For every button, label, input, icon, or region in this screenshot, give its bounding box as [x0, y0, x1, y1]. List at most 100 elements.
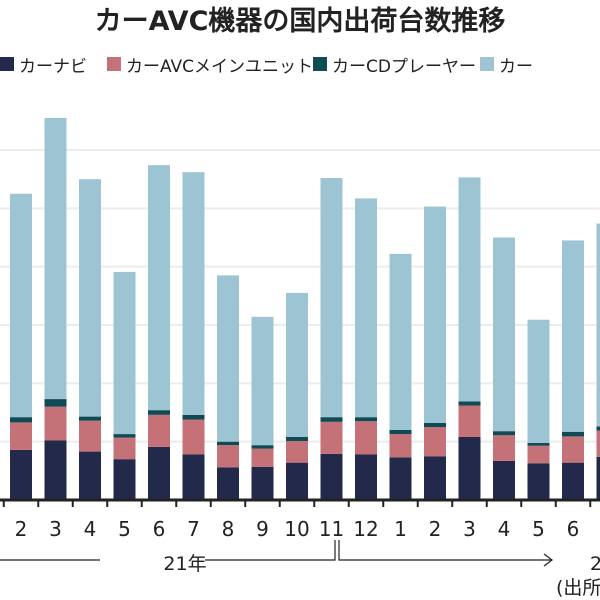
arrow-head	[543, 553, 553, 567]
bar-segment-4	[251, 316, 274, 446]
bar-segment-2	[596, 430, 600, 457]
bar-segment-4	[113, 271, 136, 435]
x-tick-label: 7	[187, 517, 200, 541]
bar-segment-4	[562, 240, 584, 432]
x-tick-label: 4	[84, 517, 97, 541]
legend-swatch	[313, 57, 327, 71]
bar-segment-2	[44, 406, 67, 441]
bar-segment-1	[424, 456, 446, 500]
bar-segment-4	[424, 206, 446, 423]
bar-stack	[217, 275, 239, 500]
bar-segment-1	[251, 466, 274, 500]
legend-label: カー	[499, 57, 533, 77]
bar-segment-2	[389, 434, 412, 458]
bar-segment-4	[355, 198, 377, 418]
bar-segment-3	[10, 417, 32, 423]
bar-segment-2	[527, 445, 550, 464]
bar-segment-2	[424, 427, 446, 457]
bar-segment-3	[355, 417, 377, 422]
chart-title: カーAVC機器の国内出荷台数推移	[95, 5, 506, 37]
bar-segment-3	[251, 445, 274, 449]
bar-segment-4	[493, 237, 515, 432]
bar-segment-2	[320, 421, 343, 454]
bar-segment-3	[320, 417, 343, 422]
bar-stack	[562, 240, 584, 500]
bars	[10, 117, 600, 500]
bar-stack	[148, 165, 170, 500]
year-brackets: 21年 2 (出所	[0, 540, 600, 599]
source-label: (出所	[556, 577, 600, 599]
bar-segment-3	[44, 399, 67, 407]
bar-segment-3	[389, 430, 412, 435]
bar-stack	[527, 319, 550, 500]
bar-stack	[44, 117, 67, 500]
x-tick-label: 6	[567, 517, 580, 541]
legend: カーナビ カーAVCメインユニット カーCDプレーヤー カー	[0, 57, 533, 77]
bar-segment-3	[596, 426, 600, 431]
bar-segment-1	[44, 440, 67, 500]
year-label-next: 2	[590, 553, 600, 575]
bar-segment-2	[493, 435, 515, 461]
bar-segment-3	[458, 401, 481, 406]
bar-stack	[389, 253, 412, 500]
x-tick-label: 9	[256, 517, 269, 541]
bar-segment-4	[79, 179, 101, 417]
x-tick-label: 2	[429, 517, 442, 541]
x-tick-label: 5	[532, 517, 545, 541]
bar-segment-4	[217, 275, 239, 442]
legend-swatch	[480, 57, 494, 71]
bar-segment-4	[320, 178, 343, 418]
bar-segment-1	[286, 462, 308, 500]
bar-segment-4	[286, 292, 308, 437]
bar-segment-3	[493, 431, 515, 436]
bar-segment-3	[527, 442, 550, 446]
x-tick-label: 8	[222, 517, 235, 541]
x-tick-label: 3	[463, 517, 476, 541]
x-tick-label: 11	[319, 517, 344, 541]
bar-segment-4	[458, 177, 481, 402]
bar-segment-4	[182, 172, 205, 415]
bar-segment-1	[355, 454, 377, 500]
bar-stack	[458, 177, 481, 500]
bar-segment-3	[424, 423, 446, 428]
bar-stack	[182, 172, 205, 500]
bar-segment-2	[458, 405, 481, 437]
x-ticks: 234567891011121234567	[2, 500, 592, 541]
bar-segment-2	[355, 421, 377, 455]
x-tick-label: 10	[284, 517, 309, 541]
bar-segment-1	[113, 459, 136, 500]
bar-segment-1	[320, 453, 343, 500]
bar-segment-1	[389, 457, 412, 500]
x-tick-label: 3	[49, 517, 62, 541]
x-tick-label: 2	[15, 517, 28, 541]
bar-segment-2	[251, 448, 274, 467]
bar-stack	[493, 237, 515, 500]
bar-stack	[320, 178, 343, 500]
x-tick-label: 6	[153, 517, 166, 541]
bar-segment-1	[10, 449, 32, 500]
next-year-line	[338, 540, 552, 561]
bar-segment-2	[182, 419, 205, 455]
bar-stack	[286, 292, 308, 500]
year-label-21: 21年	[163, 553, 206, 575]
bar-segment-4	[44, 117, 67, 400]
x-tick-label: 1	[394, 517, 407, 541]
bar-segment-4	[148, 165, 170, 411]
bar-segment-1	[79, 451, 101, 500]
bar-segment-4	[527, 319, 550, 443]
bar-stack	[113, 271, 136, 500]
bar-segment-1	[527, 463, 550, 500]
bar-segment-1	[148, 446, 170, 500]
x-tick-label: 4	[498, 517, 511, 541]
bar-segment-3	[182, 414, 205, 420]
bar-stack	[10, 193, 32, 500]
bar-stack	[251, 316, 274, 500]
bar-segment-2	[10, 422, 32, 450]
bar-segment-1	[217, 467, 239, 500]
legend-swatch	[0, 57, 14, 71]
bar-stack	[596, 223, 600, 500]
bar-stack	[355, 198, 377, 500]
bar-segment-2	[286, 441, 308, 463]
bar-segment-3	[286, 437, 308, 442]
